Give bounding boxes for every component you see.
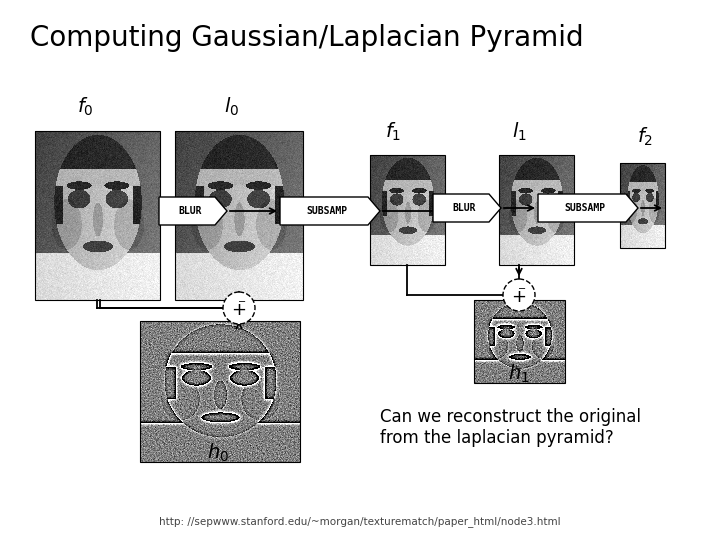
Polygon shape (159, 197, 227, 225)
Bar (370, 155, 445, 265)
Text: +: + (232, 301, 246, 319)
Text: +: + (511, 288, 526, 306)
Bar (35, 131, 160, 300)
Text: BLUR: BLUR (179, 206, 202, 216)
Circle shape (223, 292, 255, 324)
Text: http: //sepwww.stanford.edu/~morgan/texturematch/paper_html/node3.html: http: //sepwww.stanford.edu/~morgan/text… (159, 516, 561, 527)
Text: −: − (238, 297, 246, 307)
Text: $f_2$: $f_2$ (637, 126, 653, 148)
Bar (620, 163, 665, 248)
Bar (175, 131, 303, 300)
Text: −: − (518, 284, 526, 294)
Text: $l_1$: $l_1$ (512, 121, 526, 143)
Text: Can we reconstruct the original
from the laplacian pyramid?: Can we reconstruct the original from the… (380, 408, 641, 447)
Text: $h_0$: $h_0$ (207, 442, 229, 464)
Polygon shape (433, 194, 501, 222)
Text: Computing Gaussian/Laplacian Pyramid: Computing Gaussian/Laplacian Pyramid (30, 24, 584, 52)
Text: $l_0$: $l_0$ (225, 96, 240, 118)
Bar (499, 155, 574, 265)
Text: SUBSAMP: SUBSAMP (564, 203, 606, 213)
Text: $f_0$: $f_0$ (77, 96, 94, 118)
Polygon shape (280, 197, 380, 225)
Bar (474, 300, 565, 383)
Text: $f_1$: $f_1$ (385, 121, 401, 143)
Text: SUBSAMP: SUBSAMP (307, 206, 348, 216)
Polygon shape (538, 194, 638, 222)
Circle shape (503, 279, 535, 311)
Text: BLUR: BLUR (452, 203, 476, 213)
Text: $h_1$: $h_1$ (508, 363, 530, 385)
Bar (140, 321, 300, 462)
